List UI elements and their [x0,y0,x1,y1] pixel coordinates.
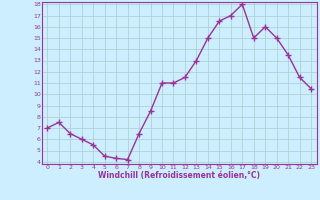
X-axis label: Windchill (Refroidissement éolien,°C): Windchill (Refroidissement éolien,°C) [98,171,260,180]
